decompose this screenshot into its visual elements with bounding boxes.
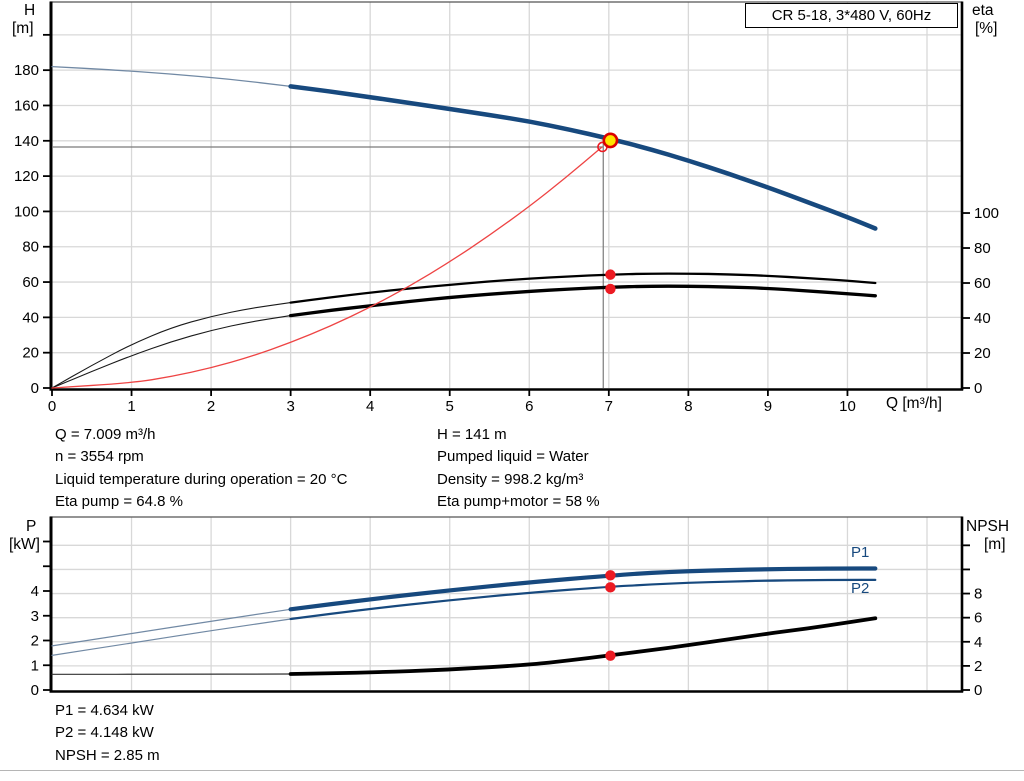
svg-text:0: 0 [48, 398, 56, 415]
q-axis-label: Q [m³/h] [886, 395, 942, 412]
svg-text:1: 1 [127, 398, 135, 415]
p1-point [605, 570, 616, 581]
hq-eta-chart[interactable]: 0 20 40 60 80 100 120 140 160 180 0 20 40 60 80 100 0 1 2 3… [14, 1, 999, 416]
p2-point [605, 582, 616, 593]
svg-text:40: 40 [22, 309, 39, 326]
svg-text:120: 120 [14, 168, 39, 185]
p2-curve [289, 578, 877, 621]
speed-line: n = 3554 rpm [55, 448, 144, 466]
pump-model-box: CR 5-18, 3*480 V, 60Hz [745, 3, 958, 28]
eta-pump-motor-point [605, 283, 616, 295]
p-axis-label: P [26, 518, 37, 535]
svg-text:3: 3 [31, 608, 39, 625]
svg-text:80: 80 [974, 240, 991, 257]
h-axis-unit: [m] [12, 20, 34, 37]
divider-line [0, 770, 1024, 771]
eta-pump-motor [288, 284, 877, 318]
npsh-point [605, 650, 616, 661]
svg-text:100: 100 [14, 203, 39, 220]
svg-text:4: 4 [31, 583, 39, 600]
eta-pump [289, 272, 877, 304]
svg-text:40: 40 [974, 310, 991, 327]
svg-text:0: 0 [31, 682, 39, 699]
svg-text:20: 20 [974, 345, 991, 362]
svg-text:140: 140 [14, 133, 39, 150]
svg-text:6: 6 [525, 398, 533, 415]
duty-annotations-right: H = 141 m Pumped liquid = Water Density … [437, 424, 600, 514]
duty-annotations-left: Q = 7.009 m³/h n = 3554 rpm Liquid tempe… [55, 424, 347, 514]
liquid-temp-line: Liquid temperature during operation = 20… [55, 470, 348, 488]
svg-text:20: 20 [22, 345, 39, 362]
power-npsh-chart[interactable]: 0 1 2 3 4 0 2 4 6 8 [31, 516, 983, 700]
svg-text:0: 0 [974, 682, 982, 699]
p-axis-unit: [kW] [9, 536, 40, 553]
svg-text:2: 2 [974, 658, 982, 675]
p1-curve [288, 566, 878, 612]
svg-text:4: 4 [974, 634, 982, 651]
eta-pump-extrapolated [51, 302, 292, 389]
pumped-liquid-line: Pumped liquid = Water [437, 448, 589, 466]
eta-axis-unit: [%] [975, 20, 998, 37]
p1-curve-extrapolated [51, 608, 292, 647]
eta-axis-label: eta [972, 2, 994, 19]
eta-pump-line: Eta pump = 64.8 % [55, 493, 183, 511]
svg-text:100: 100 [974, 205, 999, 222]
eta-pump-motor-extrapolated [51, 315, 292, 389]
q-value-line: Q = 7.009 m³/h [55, 426, 156, 443]
density-line: Density = 998.2 kg/m³ [437, 470, 584, 488]
svg-text:7: 7 [605, 398, 613, 415]
system-curve [51, 146, 603, 389]
p2-value-line: P2 = 4.148 kW [55, 724, 154, 742]
head-curve-extrapolated [51, 65, 292, 88]
svg-text:160: 160 [14, 97, 39, 114]
svg-text:5: 5 [446, 398, 454, 415]
svg-text:3: 3 [286, 398, 294, 415]
svg-text:8: 8 [974, 586, 982, 603]
p2-curve-extrapolated [51, 618, 292, 656]
svg-text:180: 180 [14, 62, 39, 79]
h-value-line: H = 141 m [437, 426, 507, 443]
npsh-axis-label: NPSH [966, 518, 1010, 535]
h-axis-label: H [24, 2, 36, 19]
npsh-axis-unit: [m] [984, 536, 1006, 553]
operating-point[interactable] [602, 132, 619, 149]
svg-text:60: 60 [974, 275, 991, 292]
svg-text:6: 6 [974, 610, 982, 627]
svg-text:0: 0 [31, 380, 39, 397]
head-curve [288, 84, 878, 231]
p1-value-line: P1 = 4.634 kW [55, 702, 154, 719]
svg-text:2: 2 [31, 633, 39, 650]
svg-text:10: 10 [839, 398, 856, 415]
eta-pump-point [605, 269, 616, 280]
power-annotations: P1 = 4.634 kW P2 = 4.148 kW NPSH = 2.85 … [55, 700, 160, 767]
p2-curve-label: P2 [851, 580, 870, 597]
svg-text:60: 60 [22, 274, 39, 291]
svg-text:1: 1 [31, 657, 39, 674]
npsh-value-line: NPSH = 2.85 m [55, 746, 160, 764]
eta-total-line: Eta pump+motor = 58 % [437, 493, 600, 511]
svg-text:4: 4 [366, 398, 374, 415]
svg-text:8: 8 [684, 398, 692, 415]
npsh-curve [288, 616, 878, 676]
svg-text:0: 0 [974, 380, 982, 397]
p1-curve-label: P1 [851, 544, 870, 561]
svg-text:2: 2 [207, 398, 215, 415]
svg-text:80: 80 [22, 239, 39, 256]
svg-text:9: 9 [764, 398, 772, 415]
